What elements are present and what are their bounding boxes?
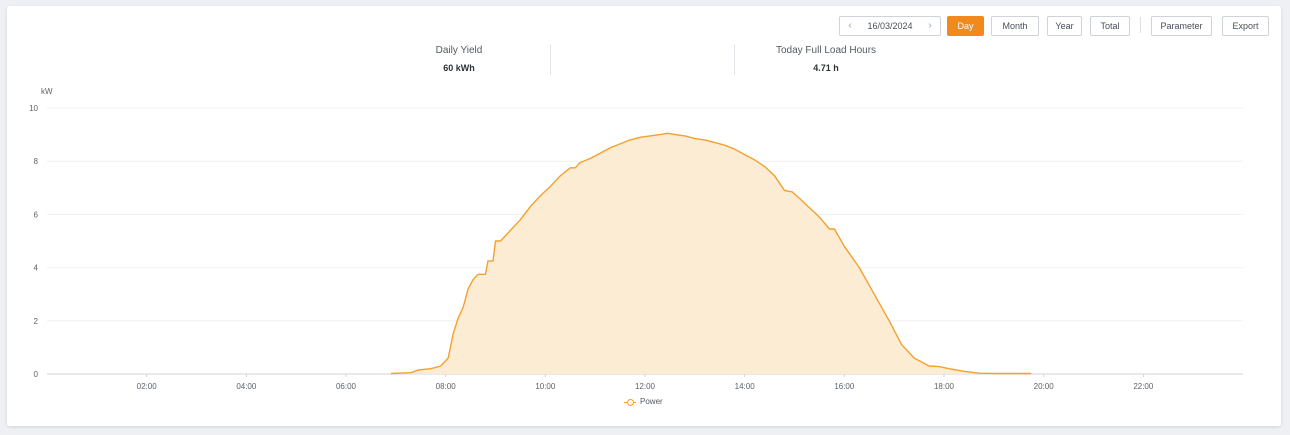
x-tick-label: 14:00 xyxy=(735,382,756,391)
parameter-button[interactable]: Parameter xyxy=(1151,16,1212,36)
daily-yield-value: 60 kWh xyxy=(443,63,475,73)
y-tick-label: 0 xyxy=(34,370,39,379)
export-button[interactable]: Export xyxy=(1222,16,1269,36)
toolbar: ‹ 16/03/2024 › Day Month Year Total Para… xyxy=(0,0,1290,40)
y-axis-label: kW xyxy=(41,87,53,96)
series-area xyxy=(390,133,1032,374)
x-tick-label: 16:00 xyxy=(834,382,855,391)
stat-divider xyxy=(734,44,735,75)
month-button[interactable]: Month xyxy=(991,16,1039,36)
x-tick-label: 10:00 xyxy=(535,382,556,391)
y-tick-label: 2 xyxy=(34,317,39,326)
x-tick-label: 12:00 xyxy=(635,382,656,391)
x-tick-label: 08:00 xyxy=(436,382,457,391)
toolbar-divider xyxy=(1140,17,1141,33)
year-button[interactable]: Year xyxy=(1047,16,1082,36)
x-tick-label: 02:00 xyxy=(137,382,158,391)
x-tick-label: 06:00 xyxy=(336,382,357,391)
y-tick-label: 4 xyxy=(34,264,39,273)
total-button[interactable]: Total xyxy=(1090,16,1130,36)
stat-divider xyxy=(550,44,551,75)
y-tick-label: 8 xyxy=(34,157,39,166)
full-load-hours-stat: Today Full Load Hours 4.71 h xyxy=(726,44,926,75)
x-tick-label: 04:00 xyxy=(236,382,257,391)
full-load-hours-value: 4.71 h xyxy=(813,63,839,73)
day-button[interactable]: Day xyxy=(947,16,984,36)
x-tick-label: 20:00 xyxy=(1034,382,1055,391)
legend-label: Power xyxy=(640,397,663,406)
series-line xyxy=(390,132,1032,375)
chevron-right-icon[interactable]: › xyxy=(928,20,932,31)
date-picker[interactable]: ‹ 16/03/2024 › xyxy=(839,16,941,36)
date-value[interactable]: 16/03/2024 xyxy=(867,21,913,31)
y-tick-label: 10 xyxy=(29,104,38,113)
x-tick-label: 22:00 xyxy=(1133,382,1154,391)
full-load-hours-label: Today Full Load Hours xyxy=(775,45,877,56)
legend-marker-icon xyxy=(624,398,636,406)
y-tick-label: 6 xyxy=(34,210,39,219)
chart-legend[interactable]: Power xyxy=(624,397,663,406)
chevron-left-icon[interactable]: ‹ xyxy=(848,20,852,31)
daily-yield-label: Daily Yield xyxy=(435,45,483,56)
daily-yield-stat: Daily Yield 60 kWh xyxy=(359,44,559,75)
x-tick-label: 18:00 xyxy=(934,382,955,391)
